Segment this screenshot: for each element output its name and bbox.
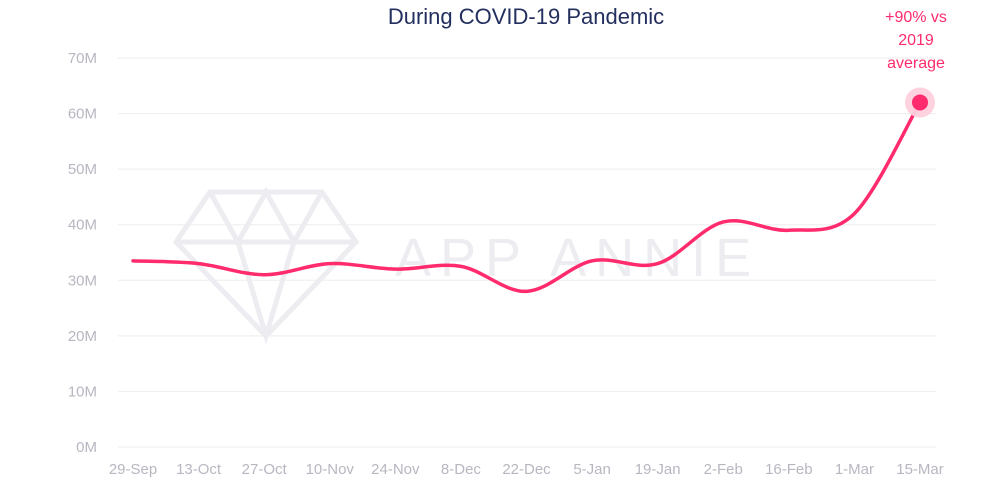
x-tick-label: 24-Nov xyxy=(371,461,420,478)
data-point xyxy=(460,266,462,268)
annotation-line: +90% vs xyxy=(885,9,947,26)
annotation-text: +90% vs 2019 average xyxy=(885,9,947,72)
data-point xyxy=(198,263,200,265)
y-tick-label: 30M xyxy=(68,272,97,289)
diamond-watermark-icon xyxy=(172,186,360,345)
annotation-line: 2019 xyxy=(898,32,934,49)
y-axis: 0M 10M 20M 30M 40M 50M 60M 70M xyxy=(68,50,97,456)
x-tick-label: 1-Mar xyxy=(835,461,874,478)
y-tick-label: 20M xyxy=(68,328,97,345)
grid-layer xyxy=(118,57,936,448)
data-point xyxy=(788,229,790,231)
x-tick-label: 22-Dec xyxy=(502,461,551,478)
watermark-layer: APP ANNIE xyxy=(172,186,760,345)
data-point xyxy=(526,291,528,293)
x-tick-label: 19-Jan xyxy=(635,461,681,478)
data-point xyxy=(722,221,724,223)
annotation-layer: +90% vs 2019 average xyxy=(885,9,947,118)
y-tick-label: 60M xyxy=(68,106,97,123)
x-tick-label: 8-Dec xyxy=(441,461,482,478)
x-tick-label: 16-Feb xyxy=(765,461,813,478)
y-tick-label: 70M xyxy=(68,50,97,67)
data-point xyxy=(854,213,856,215)
y-tick-label: 10M xyxy=(68,383,97,400)
series-line xyxy=(131,100,922,294)
data-point xyxy=(657,263,659,265)
y-tick-label: 0M xyxy=(76,439,97,456)
x-tick-label: 15-Mar xyxy=(896,461,944,478)
watermark-text: APP ANNIE xyxy=(395,228,760,288)
highlight-point xyxy=(912,94,928,111)
data-point xyxy=(395,268,397,270)
data-point xyxy=(591,260,593,262)
x-tick-label: 2-Feb xyxy=(704,461,743,478)
x-tick-label: 27-Oct xyxy=(242,461,288,478)
x-tick-label: 5-Jan xyxy=(573,461,611,478)
chart-title: During COVID-19 Pandemic xyxy=(388,4,664,29)
series-layer xyxy=(131,100,922,294)
data-point xyxy=(132,260,134,262)
data-point xyxy=(263,274,265,276)
x-tick-label: 29-Sep xyxy=(109,461,157,478)
y-tick-label: 40M xyxy=(68,217,97,234)
annotation-line: average xyxy=(887,55,945,72)
data-point xyxy=(329,263,331,265)
x-tick-label: 13-Oct xyxy=(176,461,222,478)
x-axis: 29-Sep 13-Oct 27-Oct 10-Nov 24-Nov 8-Dec 22-De… xyxy=(109,461,944,478)
x-tick-label: 10-Nov xyxy=(306,461,355,478)
y-tick-label: 50M xyxy=(68,161,97,178)
